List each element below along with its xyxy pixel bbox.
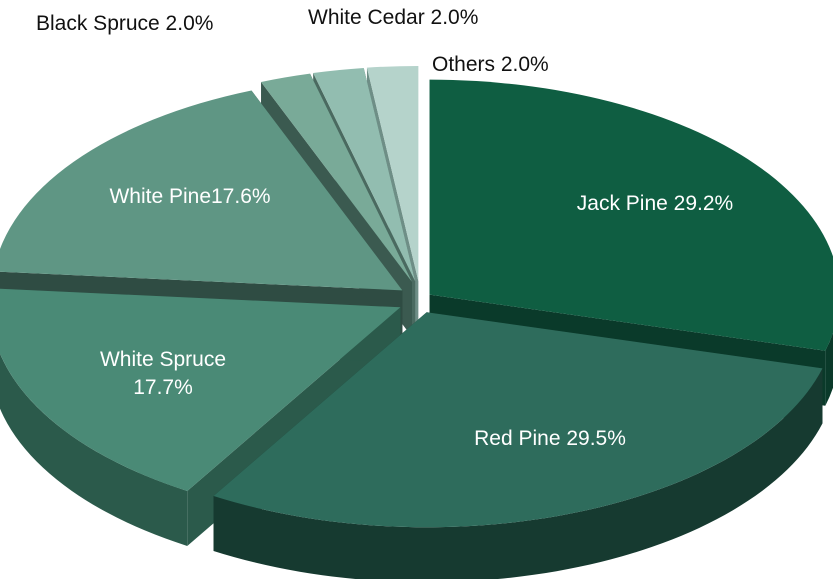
pie-tops [0, 65, 833, 528]
slice-white-cedar [313, 67, 416, 282]
slice-black-spruce [261, 73, 412, 282]
label-white-spruce: White Spruce 17.7% [100, 348, 226, 399]
label-others: Others 2.0% [432, 53, 549, 76]
label-white-pine: White Pine17.6% [109, 185, 270, 208]
slice-others [366, 65, 419, 281]
slice-white-pine [0, 90, 403, 291]
slice-jack-pine [429, 79, 833, 351]
label-red-pine: Red Pine 29.5% [474, 427, 626, 450]
label-white-cedar: White Cedar 2.0% [308, 6, 478, 29]
slice-side-1-0 [213, 368, 823, 579]
label-jack-pine: Jack Pine 29.2% [577, 192, 733, 215]
label-black-spruce: Black Spruce 2.0% [36, 12, 213, 35]
slice-side-2-0 [0, 353, 188, 546]
slice-white-spruce [0, 288, 401, 491]
slice-side-0-0 [825, 332, 833, 406]
slice-red-pine [213, 312, 823, 528]
pie-labels: Jack Pine 29.2% Red Pine 29.5% White Spruc… [36, 6, 733, 450]
